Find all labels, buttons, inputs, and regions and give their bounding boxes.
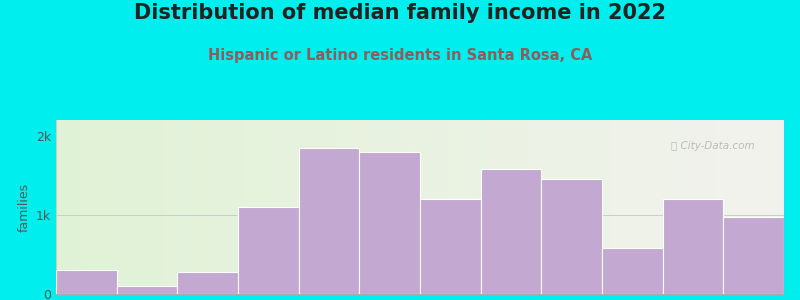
Text: Ⓜ City-Data.com: Ⓜ City-Data.com bbox=[671, 141, 755, 151]
Bar bbox=[117, 286, 178, 294]
Bar bbox=[542, 179, 602, 294]
Text: Hispanic or Latino residents in Santa Rosa, CA: Hispanic or Latino residents in Santa Ro… bbox=[208, 48, 592, 63]
Bar bbox=[178, 272, 238, 294]
Bar bbox=[359, 152, 420, 294]
Text: Distribution of median family income in 2022: Distribution of median family income in … bbox=[134, 3, 666, 23]
Bar bbox=[420, 199, 481, 294]
Y-axis label: families: families bbox=[18, 182, 30, 232]
Bar bbox=[723, 217, 784, 294]
Bar bbox=[481, 169, 542, 294]
Bar bbox=[298, 148, 359, 294]
Bar bbox=[238, 207, 298, 294]
Bar bbox=[662, 199, 723, 294]
Bar bbox=[56, 270, 117, 294]
Bar bbox=[602, 248, 662, 294]
